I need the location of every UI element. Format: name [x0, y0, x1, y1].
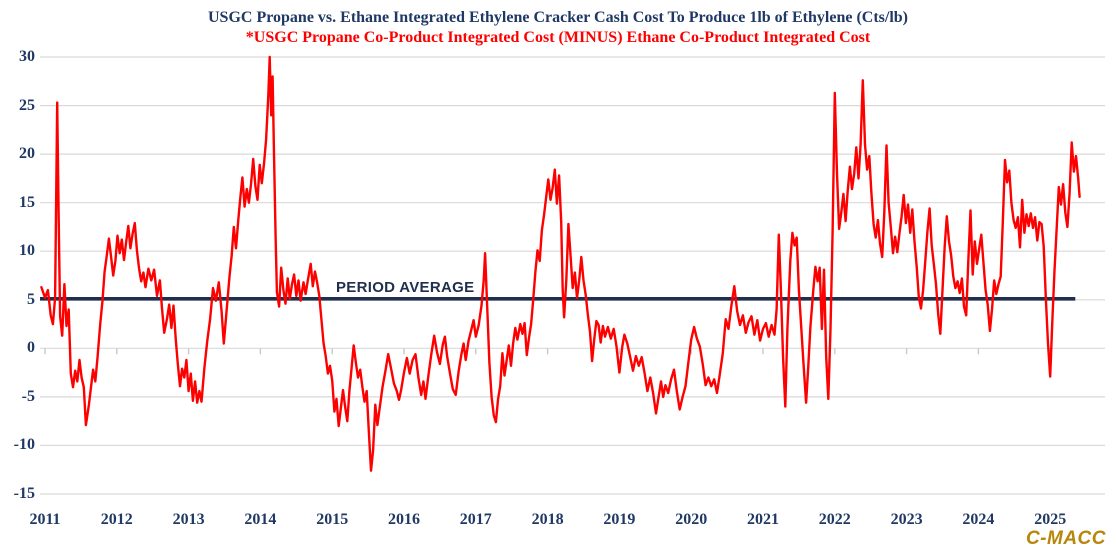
cost-differential-line	[40, 55, 1081, 472]
x-tick-label: 2014	[244, 511, 277, 528]
chart-title: USGC Propane vs. Ethane Integrated Ethyl…	[207, 9, 909, 26]
y-tick-label: 10	[19, 242, 35, 260]
x-tick-label: 2019	[603, 511, 636, 528]
y-tick-label: 5	[27, 290, 35, 308]
y-tick-label: 0	[27, 339, 35, 357]
y-tick-label: 30	[19, 48, 35, 65]
x-tick-label: 2018	[531, 511, 564, 528]
x-tick-label: 2013	[172, 511, 205, 528]
y-tick-label: -5	[21, 387, 35, 405]
x-tick-label: 2012	[100, 511, 133, 528]
y-tick-label: 15	[19, 193, 35, 211]
x-tick-label: 2021	[747, 511, 779, 528]
x-tick-label: 2011	[29, 511, 61, 528]
x-tick-label: 2022	[818, 511, 851, 528]
chart-subtitle: *USGC Propane Co-Product Integrated Cost…	[245, 29, 871, 46]
cmacc-logo: C-MACC	[1025, 528, 1106, 549]
y-tick-label: -15	[13, 485, 35, 502]
y-tick-label: 25	[19, 96, 35, 114]
period-average-label: PERIOD AVERAGE	[336, 279, 475, 296]
y-tick-label: 20	[19, 145, 35, 163]
x-tick-label: 2023	[890, 511, 923, 528]
x-tick-label: 2025	[1034, 511, 1067, 528]
x-tick-label: 2017	[459, 511, 492, 528]
x-tick-label: 2024	[962, 511, 995, 528]
x-tick-label: 2020	[675, 511, 708, 528]
x-tick-label: 2015	[316, 511, 349, 528]
y-tick-label: -10	[13, 436, 35, 454]
x-tick-label: 2016	[388, 511, 420, 528]
